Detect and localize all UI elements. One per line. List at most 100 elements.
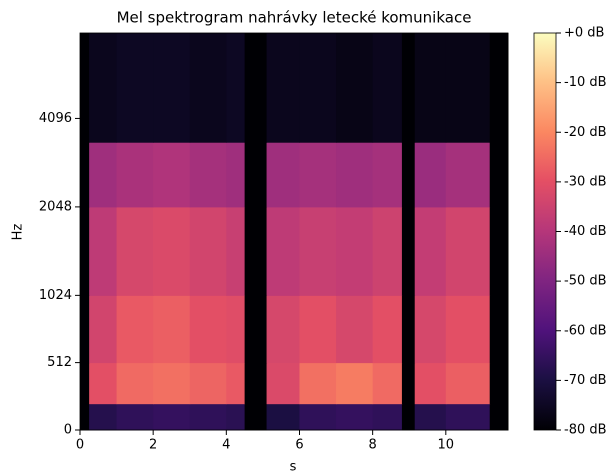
heatmap-cell (244, 142, 268, 208)
colorbar-tick-label: -80 dB (564, 423, 607, 438)
y-tick-label: 0 (64, 423, 72, 438)
chart-title: Mel spektrogram nahrávky letecké komunik… (117, 9, 472, 27)
heatmap-cell (414, 142, 447, 208)
heatmap-cell (244, 362, 268, 405)
heatmap-cell (489, 403, 509, 431)
heatmap-cell (266, 295, 300, 364)
heatmap (80, 33, 509, 431)
x-tick-label: 4 (222, 438, 230, 453)
heatmap-cell (80, 295, 90, 364)
heatmap-cell (226, 362, 246, 405)
heatmap-cell (336, 403, 374, 431)
heatmap-cell (414, 362, 447, 405)
y-tick-label: 512 (47, 355, 72, 370)
heatmap-cell (372, 403, 403, 431)
heatmap-cell (401, 206, 416, 296)
colorbar-tick-label: -50 dB (564, 274, 607, 289)
heatmap-cell (414, 403, 447, 431)
heatmap-cell (80, 33, 90, 143)
heatmap-cell (266, 33, 300, 143)
y-tick-label: 1024 (39, 288, 72, 303)
heatmap-cell (299, 362, 337, 405)
heatmap-cell (489, 33, 509, 143)
heatmap-cell (489, 206, 509, 296)
heatmap-cell (336, 362, 374, 405)
y-tick-label: 4096 (39, 111, 72, 126)
heatmap-cell (80, 403, 90, 431)
heatmap-cell (336, 295, 374, 364)
heatmap-cell (299, 142, 337, 208)
heatmap-cell (116, 142, 154, 208)
heatmap-cell (445, 33, 491, 143)
heatmap-cell (116, 403, 154, 431)
heatmap-cell (189, 142, 227, 208)
heatmap-cell (336, 33, 374, 143)
y-axis-label: Hz (11, 224, 26, 241)
heatmap-cell (189, 362, 227, 405)
heatmap-cell (445, 362, 491, 405)
heatmap-cell (401, 33, 416, 143)
heatmap-cell (153, 142, 191, 208)
heatmap-cell (372, 206, 403, 296)
heatmap-cell (244, 403, 268, 431)
x-tick-label: 0 (76, 438, 84, 453)
heatmap-cell (226, 295, 246, 364)
heatmap-cell (116, 206, 154, 296)
colorbar-tick-label: -20 dB (564, 125, 607, 140)
heatmap-cell (336, 206, 374, 296)
heatmap-cell (116, 33, 154, 143)
heatmap-cell (89, 362, 118, 405)
y-tick-label: 2048 (39, 199, 72, 214)
x-axis-label: s (290, 460, 297, 472)
heatmap-cell (226, 33, 246, 143)
heatmap-cell (153, 362, 191, 405)
heatmap-cell (153, 33, 191, 143)
colorbar-tick-label: -30 dB (564, 174, 607, 189)
heatmap-cell (414, 33, 447, 143)
heatmap-cell (401, 295, 416, 364)
heatmap-cell (89, 403, 118, 431)
heatmap-cell (226, 403, 246, 431)
heatmap-cell (266, 403, 300, 431)
heatmap-cell (299, 295, 337, 364)
heatmap-cell (372, 362, 403, 405)
colorbar-tick-label: -40 dB (564, 224, 607, 239)
colorbar-tick-label: +0 dB (564, 26, 604, 41)
heatmap-cell (299, 206, 337, 296)
heatmap-cell (116, 362, 154, 405)
colorbar-tick-label: -60 dB (564, 323, 607, 338)
heatmap-cell (266, 206, 300, 296)
x-tick-label: 6 (295, 438, 303, 453)
heatmap-cell (244, 33, 268, 143)
heatmap-cell (244, 206, 268, 296)
heatmap-cell (116, 295, 154, 364)
heatmap-cell (226, 206, 246, 296)
heatmap-cell (489, 295, 509, 364)
colorbar (533, 32, 557, 431)
heatmap-cell (266, 142, 300, 208)
heatmap-cell (401, 362, 416, 405)
heatmap-cell (89, 295, 118, 364)
heatmap-cell (372, 142, 403, 208)
heatmap-cell (266, 362, 300, 405)
heatmap-cell (299, 403, 337, 431)
heatmap-cell (372, 295, 403, 364)
heatmap-cell (89, 142, 118, 208)
heatmap-cell (226, 142, 246, 208)
plot-frame (79, 32, 509, 431)
heatmap-cell (189, 295, 227, 364)
heatmap-cell (153, 206, 191, 296)
heatmap-cell (153, 403, 191, 431)
heatmap-cell (489, 142, 509, 208)
heatmap-cell (80, 142, 90, 208)
heatmap-cell (89, 206, 118, 296)
heatmap-cell (445, 142, 491, 208)
heatmap-cell (401, 142, 416, 208)
heatmap-cell (445, 295, 491, 364)
heatmap-cell (80, 362, 90, 405)
heatmap-cell (489, 362, 509, 405)
colorbar-tick-label: -10 dB (564, 75, 607, 90)
heatmap-cell (153, 295, 191, 364)
heatmap-cell (445, 403, 491, 431)
